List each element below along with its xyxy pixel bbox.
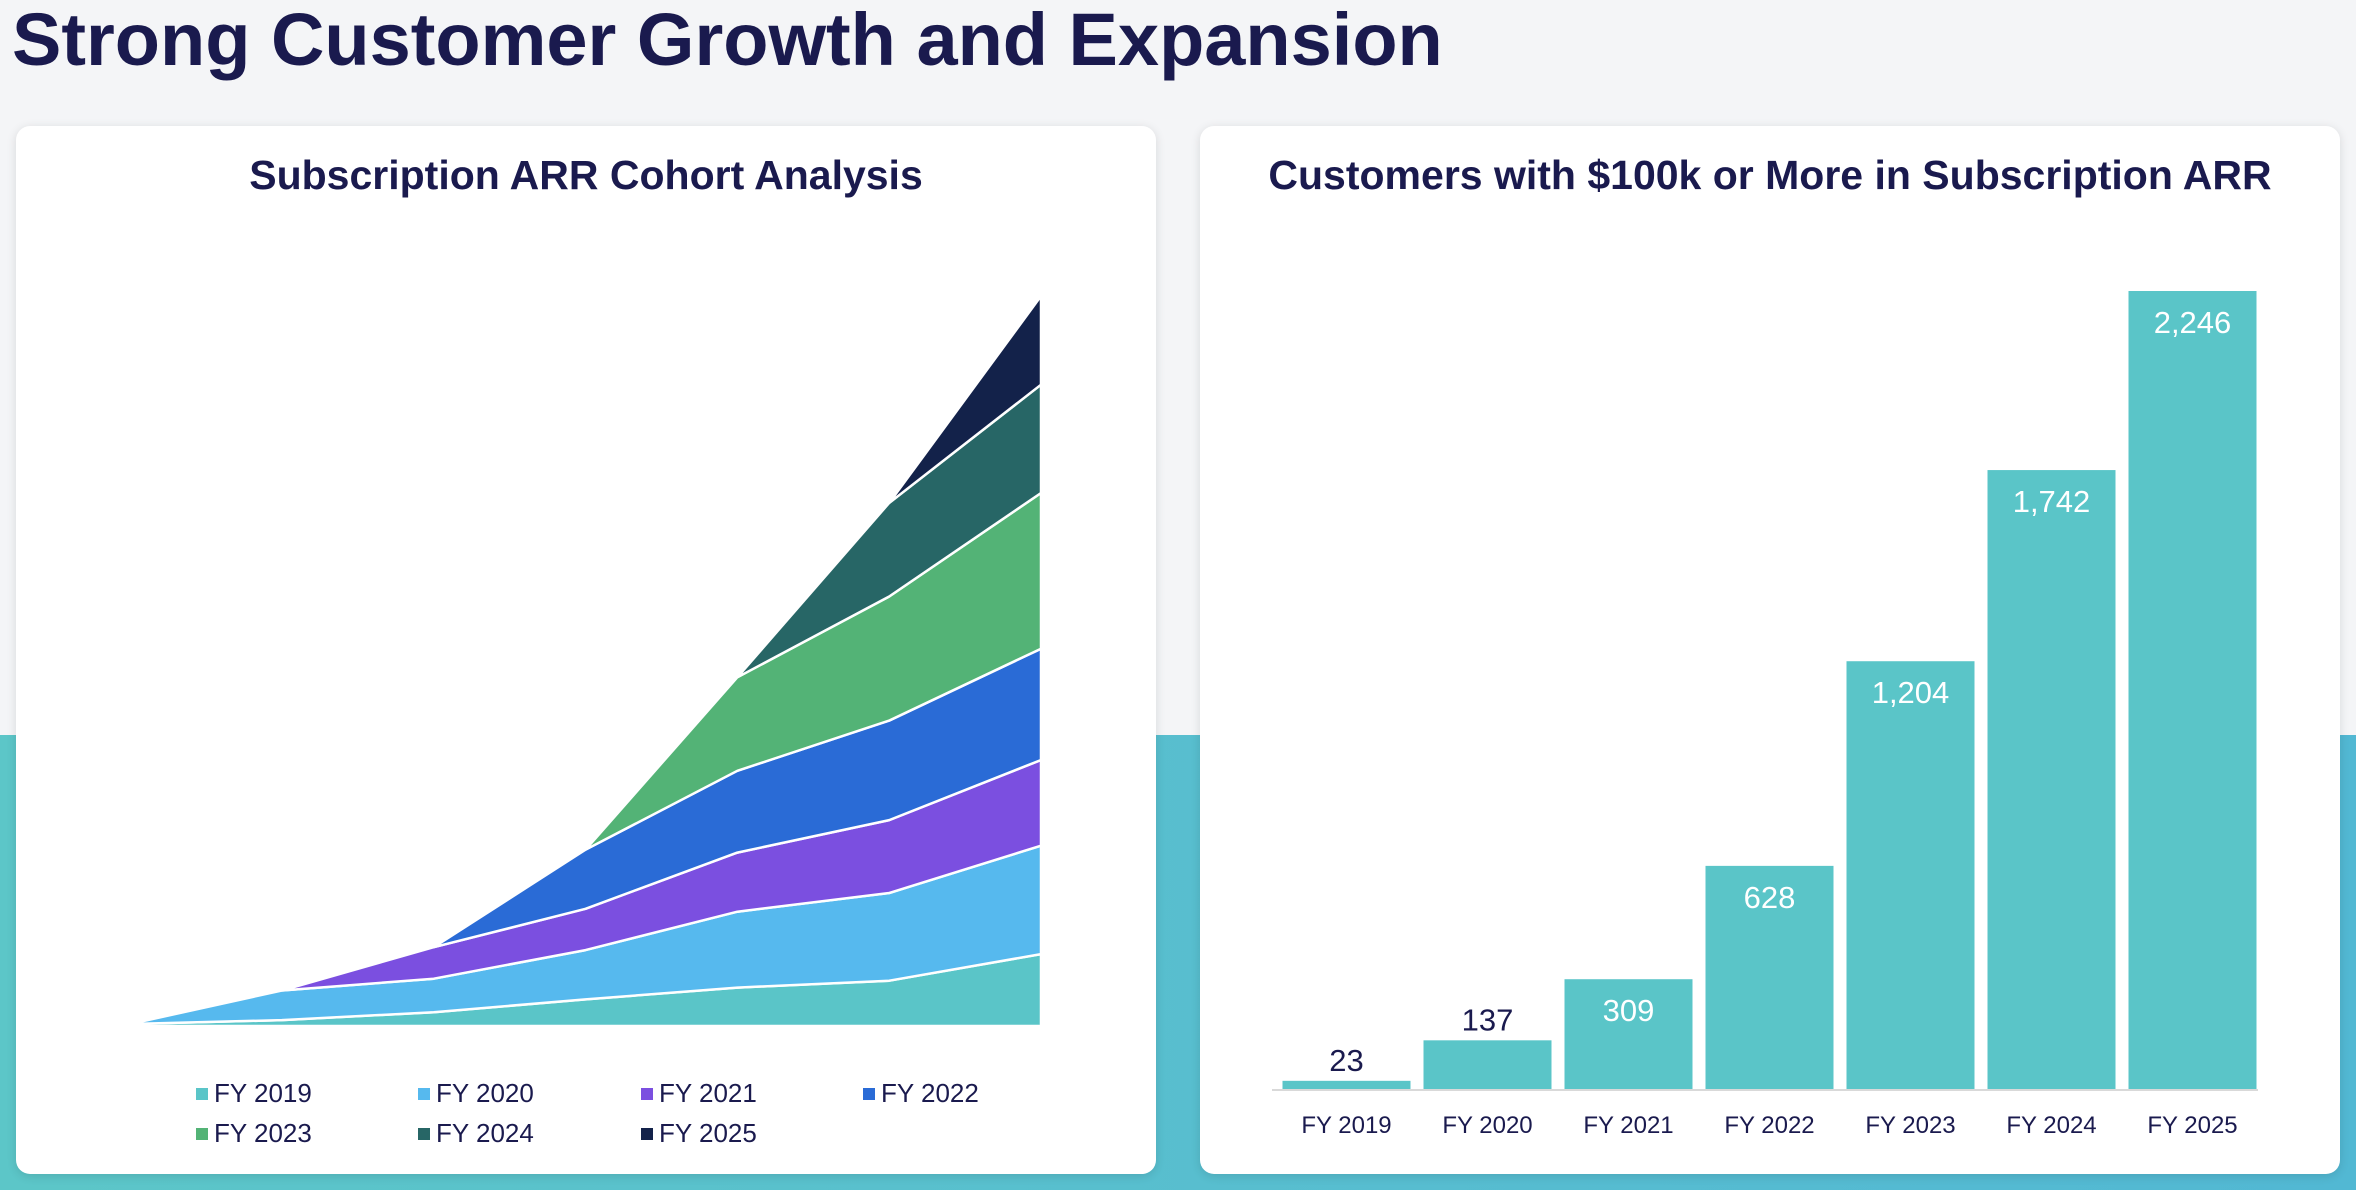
x-tick-label: FY 2019 — [1301, 1112, 1391, 1139]
legend-item-6: FY 2024 — [418, 1118, 534, 1148]
legend-label: FY 2024 — [436, 1118, 534, 1148]
bar — [1564, 979, 1693, 1089]
cohort-chart-title: Subscription ARR Cohort Analysis — [249, 152, 923, 198]
legend-swatch — [418, 1128, 430, 1140]
bar — [1846, 661, 1975, 1089]
bar-value-label: 137 — [1462, 1002, 1514, 1037]
legend-swatch — [641, 1088, 653, 1100]
x-tick-label: FY 2020 — [1442, 1112, 1532, 1139]
bar-value-label: 2,246 — [2154, 305, 2232, 340]
area-series-7 — [887, 294, 1043, 505]
customers-chart-title: Customers with $100k or More in Subscrip… — [1268, 152, 2272, 198]
legend-label: FY 2025 — [659, 1118, 757, 1148]
bar-value-label: 309 — [1603, 993, 1655, 1028]
legend-swatch — [641, 1128, 653, 1140]
area-series-6 — [736, 383, 1043, 679]
bar — [1423, 1040, 1552, 1089]
legend-swatch — [418, 1088, 430, 1100]
bar — [2128, 291, 2257, 1089]
legend-label: FY 2019 — [214, 1078, 312, 1108]
legend-label: FY 2020 — [436, 1078, 534, 1108]
x-tick-label: FY 2023 — [1865, 1112, 1955, 1139]
bar-value-label: 1,742 — [2013, 484, 2091, 519]
x-tick-label: FY 2021 — [1583, 1112, 1673, 1139]
bar — [1987, 470, 2116, 1090]
bar-value-label: 628 — [1744, 880, 1796, 915]
legend-swatch — [863, 1088, 875, 1100]
x-tick-label: FY 2022 — [1724, 1112, 1814, 1139]
bar — [1705, 865, 1834, 1089]
bar-value-label: 1,204 — [1872, 675, 1950, 710]
page-title: Strong Customer Growth and Expansion — [12, 0, 1443, 81]
cohort-chart-card: Subscription ARR Cohort Analysis FY 2019… — [16, 126, 1156, 1174]
x-tick-label: FY 2025 — [2147, 1112, 2237, 1139]
x-tick-label: FY 2024 — [2006, 1112, 2096, 1139]
legend-item-1: FY 2019 — [196, 1078, 312, 1108]
legend-swatch — [196, 1088, 208, 1100]
legend-item-7: FY 2025 — [641, 1118, 757, 1148]
legend-label: FY 2022 — [881, 1078, 979, 1108]
legend-item-5: FY 2023 — [196, 1118, 312, 1148]
legend-item-3: FY 2021 — [641, 1078, 757, 1108]
legend-item-2: FY 2020 — [418, 1078, 534, 1108]
customers-chart-card: Customers with $100k or More in Subscrip… — [1200, 126, 2340, 1174]
bar — [1282, 1080, 1411, 1089]
legend-label: FY 2021 — [659, 1078, 757, 1108]
legend-item-4: FY 2022 — [863, 1078, 979, 1108]
legend-swatch — [196, 1128, 208, 1140]
bar-value-label: 23 — [1329, 1043, 1363, 1078]
customers-bar-chart: 23 FY 2019 137 FY 2020 309 FY 2021 628 FY 2022 1… — [1272, 291, 2258, 1139]
legend-label: FY 2023 — [214, 1118, 312, 1148]
cohort-area-chart: FY 2019 FY 2020 FY 2021 FY 2022 FY 2023 FY 20… — [128, 294, 1043, 1148]
